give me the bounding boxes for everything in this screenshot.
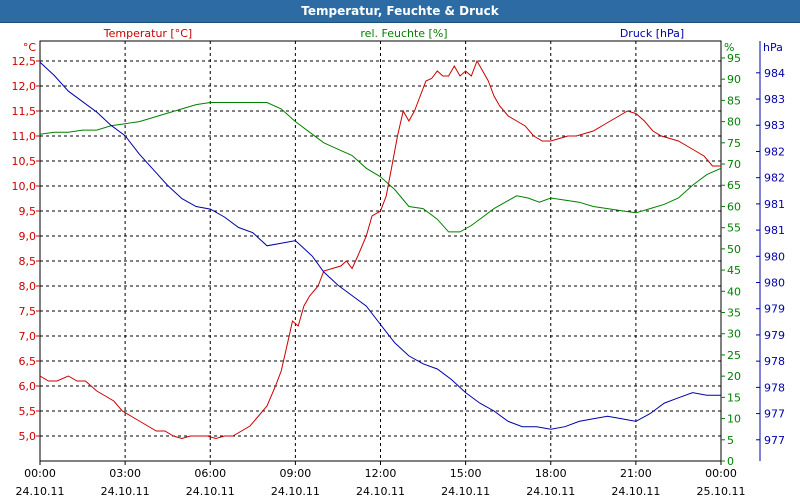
x-tick-time: 00:00 xyxy=(24,467,56,480)
humidity-tick-label: 85 xyxy=(727,94,741,107)
x-tick-time: 18:00 xyxy=(535,467,567,480)
humidity-tick-label: 25 xyxy=(727,349,741,362)
pressure-tick-label: 983 xyxy=(764,119,785,132)
pressure-tick-label: 981 xyxy=(764,198,785,211)
pressure-tick-label: 980 xyxy=(764,277,785,290)
grid xyxy=(40,41,721,461)
humidity-tick-label: 15 xyxy=(727,391,741,404)
x-tick-time: 00:00 xyxy=(705,467,737,480)
x-tick-date: 24.10.11 xyxy=(441,485,490,498)
humidity-series-line xyxy=(39,102,722,233)
humidity-tick-label: 30 xyxy=(727,328,741,341)
temperature-tick-label: 8,5 xyxy=(19,255,37,268)
humidity-tick-label: 10 xyxy=(727,413,741,426)
temperature-tick-label: 7,5 xyxy=(19,305,37,318)
x-tick-date: 24.10.11 xyxy=(356,485,405,498)
humidity-axis-title: rel. Feuchte [%] xyxy=(360,27,447,40)
pressure-tick-label: 977 xyxy=(764,408,785,421)
x-tick-time: 09:00 xyxy=(280,467,312,480)
temperature-tick-label: 12,5 xyxy=(12,55,37,68)
x-tick-date: 25.10.11 xyxy=(697,485,746,498)
temperature-tick-label: 9,0 xyxy=(19,230,37,243)
x-tick-time: 06:00 xyxy=(194,467,226,480)
temperature-tick-label: 12,0 xyxy=(12,80,37,93)
humidity-tick-label: 45 xyxy=(727,264,741,277)
humidity-tick-label: 75 xyxy=(727,137,741,150)
temperature-tick-label: 8,0 xyxy=(19,280,37,293)
pressure-tick-label: 978 xyxy=(764,381,785,394)
humidity-tick-label: 5 xyxy=(727,434,734,447)
x-tick-date: 24.10.11 xyxy=(526,485,575,498)
x-tick-time: 21:00 xyxy=(620,467,652,480)
humidity-tick-label: 90 xyxy=(727,73,741,86)
temperature-tick-label: 6,5 xyxy=(19,355,37,368)
pressure-tick-label: 984 xyxy=(764,67,785,80)
x-tick-date: 24.10.11 xyxy=(186,485,235,498)
pressure-series-line xyxy=(39,61,721,430)
temperature-unit: °C xyxy=(23,41,37,54)
pressure-tick-label: 979 xyxy=(764,329,785,342)
pressure-axis-title: Druck [hPa] xyxy=(620,27,684,40)
humidity-tick-label: 70 xyxy=(727,158,741,171)
x-tick-date: 24.10.11 xyxy=(611,485,660,498)
humidity-tick-label: 35 xyxy=(727,307,741,320)
temperature-tick-label: 5,0 xyxy=(19,430,37,443)
temperature-tick-label: 6,0 xyxy=(19,380,37,393)
window-titlebar: Temperatur, Feuchte & Druck xyxy=(0,0,800,23)
pressure-tick-label: 982 xyxy=(764,172,785,185)
window-title: Temperatur, Feuchte & Druck xyxy=(301,4,499,18)
temperature-tick-label: 7,0 xyxy=(19,330,37,343)
temperature-tick-label: 10,0 xyxy=(12,180,37,193)
humidity-tick-label: 95 xyxy=(727,52,741,65)
humidity-tick-label: 55 xyxy=(727,222,741,235)
humidity-tick-label: 60 xyxy=(727,200,741,213)
humidity-tick-label: 50 xyxy=(727,243,741,256)
humidity-unit: % xyxy=(724,41,734,54)
humidity-tick-label: 80 xyxy=(727,116,741,129)
temperature-tick-label: 11,5 xyxy=(12,105,37,118)
humidity-tick-label: 20 xyxy=(727,370,741,383)
pressure-tick-label: 978 xyxy=(764,355,785,368)
temperature-tick-label: 9,5 xyxy=(19,205,37,218)
x-tick-date: 24.10.11 xyxy=(271,485,320,498)
pressure-tick-label: 980 xyxy=(764,250,785,263)
x-tick-date: 24.10.11 xyxy=(16,485,65,498)
pressure-unit: hPa xyxy=(763,41,783,54)
humidity-tick-label: 65 xyxy=(727,179,741,192)
temperature-series-line xyxy=(39,59,721,440)
pressure-tick-label: 981 xyxy=(764,224,785,237)
x-tick-time: 12:00 xyxy=(365,467,397,480)
x-tick-date: 24.10.11 xyxy=(101,485,150,498)
axis-labels: Temperatur [°C] rel. Feuchte [%] Druck [… xyxy=(23,27,783,54)
temperature-tick-label: 11,0 xyxy=(12,130,37,143)
x-tick-time: 15:00 xyxy=(450,467,482,480)
pressure-tick-label: 982 xyxy=(764,145,785,158)
temperature-tick-label: 5,5 xyxy=(19,405,37,418)
pressure-tick-label: 983 xyxy=(764,93,785,106)
axes: 00:00 24.10.11 03:00 24.10.11 06:00 24.10.11 0… xyxy=(12,40,785,498)
temperature-tick-label: 10,5 xyxy=(12,155,37,168)
series-lines xyxy=(39,59,722,440)
x-tick-time: 03:00 xyxy=(109,467,141,480)
humidity-tick-label: 0 xyxy=(727,455,734,468)
pressure-tick-label: 977 xyxy=(764,434,785,447)
humidity-tick-label: 40 xyxy=(727,285,741,298)
pressure-tick-label: 979 xyxy=(764,303,785,316)
temperature-axis-title: Temperatur [°C] xyxy=(103,27,192,40)
